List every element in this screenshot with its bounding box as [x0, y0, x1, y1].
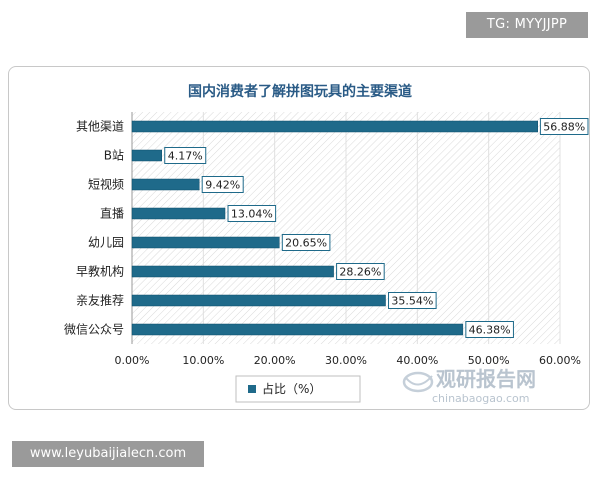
data-label-box: [281, 234, 331, 251]
bar: [131, 149, 162, 162]
x-tick-label: 40.00%: [396, 354, 438, 367]
x-tick-label: 20.00%: [254, 354, 296, 367]
watermark-url: chinabaogao.com: [432, 392, 530, 405]
category-label: 直播: [100, 207, 124, 221]
data-label: 20.65%: [285, 237, 327, 250]
watermark-brand: 观研报告网: [436, 367, 536, 391]
x-tick-label: 60.00%: [539, 354, 581, 367]
data-label-box: [465, 321, 514, 338]
bar: [131, 120, 538, 133]
tg-handle-badge: TG: MYYJJPP: [466, 12, 588, 38]
data-label: 46.38%: [469, 324, 511, 337]
data-label-box: [164, 147, 207, 164]
data-label-box: [227, 205, 277, 222]
chart-title: 国内消费者了解拼图玩具的主要渠道: [188, 83, 412, 100]
watermark: 观研报告网 chinabaogao.com: [402, 367, 536, 405]
category-label: 短视频: [88, 177, 124, 192]
legend-label: 占比（%）: [262, 381, 321, 396]
bar: [131, 265, 334, 278]
x-tick-label: 50.00%: [468, 354, 510, 367]
bar: [131, 323, 464, 336]
category-label: B站: [104, 149, 124, 163]
data-label-box: [539, 118, 589, 135]
category-label: 幼儿园: [88, 236, 124, 250]
data-label-box: [336, 263, 385, 280]
category-label: 亲友推荐: [76, 294, 124, 308]
legend-box: [235, 375, 361, 403]
data-label: 4.17%: [168, 150, 203, 163]
x-tick-labels: 0.00% 10.00% 20.00% 30.00% 40.00% 50.00% 60.00…: [115, 354, 581, 367]
legend-swatch: [248, 385, 256, 393]
x-tick-label: 10.00%: [182, 354, 224, 367]
category-label: 其他渠道: [76, 120, 124, 134]
category-label: 早教机构: [76, 264, 124, 279]
data-label: 35.54%: [391, 295, 433, 308]
data-label: 28.26%: [339, 266, 381, 279]
globe-swirl-icon: [402, 371, 434, 393]
data-label: 13.04%: [231, 208, 273, 221]
bar: [131, 294, 386, 307]
data-label: 9.42%: [205, 179, 240, 192]
x-tick-label: 0.00%: [115, 354, 150, 367]
site-url-badge: www.leyubaijialecn.com: [12, 441, 204, 467]
category-label: 微信公众号: [64, 323, 124, 337]
bar: [131, 236, 280, 249]
data-label-box: [201, 176, 244, 193]
data-label-box: [388, 292, 437, 309]
bar: [131, 207, 226, 220]
data-labels: 56.88% 4.17% 9.42% 13.04% 20.65% 28.26% 35.54%…: [164, 118, 589, 338]
bars-group: [131, 120, 538, 336]
legend: 占比（%）: [235, 375, 361, 403]
bar: [131, 178, 200, 191]
data-label: 56.88%: [543, 121, 585, 134]
x-tick-label: 30.00%: [325, 354, 367, 367]
